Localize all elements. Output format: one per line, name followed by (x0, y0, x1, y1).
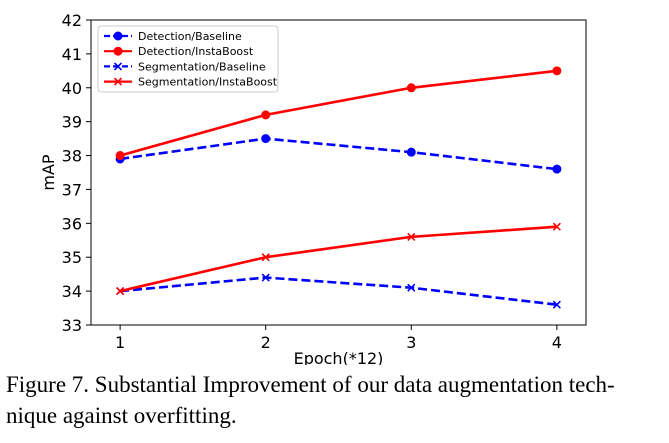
data-point-segmentation-instaboost-stroke-b (261, 253, 270, 262)
data-point-segmentation-baseline-stroke-b (407, 283, 416, 292)
x-tick-label: 4 (552, 333, 562, 352)
data-point-detection-baseline (261, 134, 271, 144)
figure-caption: Figure 7. Substantial Improvement of our… (6, 369, 662, 431)
x-axis-label: Epoch(*12) (294, 349, 384, 365)
series-segmentation-instaboost (116, 222, 561, 296)
caption-line-2: nique against overfitting. (6, 403, 237, 428)
data-point-segmentation-instaboost-stroke-b (116, 287, 125, 296)
legend-label: Detection/InstaBoost (138, 45, 254, 58)
data-point-detection-instaboost (406, 83, 416, 93)
legend: Detection/Baseline Detection/InstaBoost Se… (97, 25, 279, 93)
data-point-detection-instaboost (261, 110, 271, 120)
data-point-segmentation-instaboost (552, 222, 561, 231)
data-point-detection-instaboost (552, 66, 562, 76)
plot-frame (90, 19, 587, 326)
legend-marker (113, 62, 123, 71)
legend-item-detection-baseline: Detection/Baseline (104, 30, 242, 43)
legend-item-detection-instaboost: Detection/InstaBoost (104, 45, 254, 58)
series-detection-baseline (115, 134, 562, 174)
legend-marker-stroke-b (113, 62, 123, 71)
legend-label: Segmentation/InstaBoost (138, 76, 278, 89)
data-point-segmentation-instaboost-stroke-b (407, 232, 416, 241)
data-point-segmentation-baseline (552, 300, 561, 309)
y-tick-label: 38 (62, 147, 82, 166)
y-tick-label: 37 (62, 180, 82, 199)
x-tick-label: 3 (406, 333, 416, 352)
data-point-segmentation-baseline (407, 283, 416, 292)
legend-marker (113, 31, 123, 41)
data-point-segmentation-baseline-stroke-b (261, 273, 270, 282)
y-tick-label: 42 (62, 11, 82, 30)
y-tick-label: 40 (62, 79, 82, 98)
y-tick-label: 35 (62, 248, 82, 267)
series-line-segmentation-baseline (119, 276, 558, 306)
data-point-segmentation-instaboost-stroke-b (552, 222, 561, 231)
data-point-segmentation-baseline (261, 273, 270, 282)
legend-label: Detection/Baseline (138, 30, 242, 43)
legend-marker (113, 77, 123, 86)
y-tick-label: 41 (62, 45, 82, 64)
data-point-segmentation-instaboost (116, 287, 125, 296)
series-detection-instaboost (115, 66, 562, 161)
x-tick-label: 1 (115, 333, 125, 352)
legend-marker-stroke-b (113, 77, 123, 86)
legend-item-segmentation-instaboost: Segmentation/InstaBoost (104, 76, 278, 89)
y-tick-label: 36 (62, 214, 82, 233)
legend-marker (113, 46, 123, 56)
data-point-detection-baseline (406, 147, 416, 157)
legend-item-segmentation-baseline: Segmentation/Baseline (104, 60, 266, 73)
series-line-detection-baseline (119, 137, 558, 171)
data-point-detection-baseline (552, 164, 562, 174)
series-line-segmentation-instaboost (119, 225, 557, 293)
legend-label: Segmentation/Baseline (138, 60, 266, 73)
data-point-segmentation-instaboost (407, 232, 416, 241)
y-tick-label: 39 (62, 113, 82, 132)
data-point-segmentation-baseline-stroke-b (552, 300, 561, 309)
caption-line-1: Figure 7. Substantial Improvement of our… (6, 372, 615, 397)
y-tick-label: 34 (62, 282, 82, 301)
x-tick-label: 2 (261, 333, 271, 352)
series-line-detection-instaboost (119, 69, 558, 157)
data-point-detection-instaboost (115, 151, 125, 161)
y-tick-label: 33 (62, 316, 82, 335)
series-segmentation-baseline (116, 273, 561, 309)
data-point-segmentation-instaboost (261, 253, 270, 262)
legend-box (97, 25, 279, 93)
y-axis-label: mAP (39, 154, 58, 191)
